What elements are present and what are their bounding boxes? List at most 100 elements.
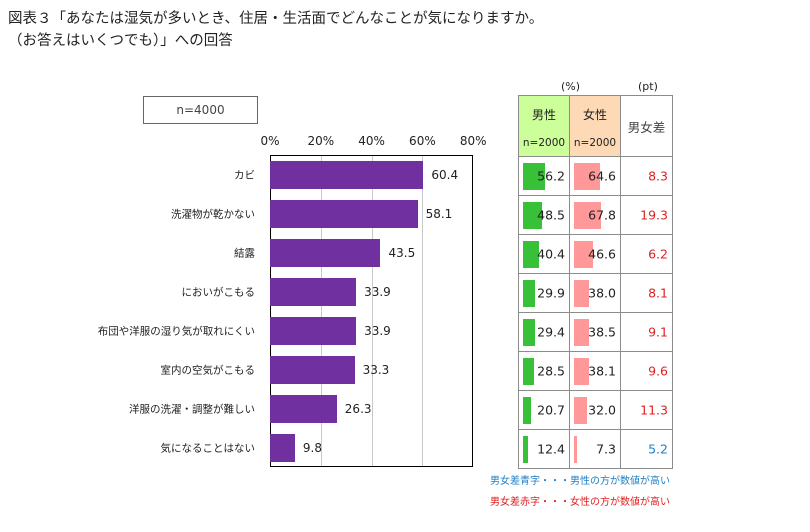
gender-table: 男性 n=2000 女性 n=2000 男女差 56.2 64.6 8.3 48.5 6… xyxy=(518,95,673,469)
male-n-label: n=2000 xyxy=(522,137,566,149)
female-cell: 7.3 xyxy=(569,429,621,469)
female-header-label: 女性 xyxy=(582,108,607,122)
category-label: 洗濯物が乾かない xyxy=(171,208,255,220)
female-bar xyxy=(574,319,590,346)
male-value: 12.4 xyxy=(537,441,565,457)
data-label: 58.1 xyxy=(425,206,453,221)
male-bar xyxy=(523,436,528,463)
female-bar xyxy=(574,241,593,268)
table-row: 29.4 38.5 9.1 xyxy=(518,312,673,352)
female-n-label: n=2000 xyxy=(573,137,617,149)
female-value: 64.6 xyxy=(588,168,616,184)
female-cell: 46.6 xyxy=(569,234,621,274)
x-tick-label: 60% xyxy=(409,134,436,148)
male-bar xyxy=(523,280,535,307)
category-label: 室内の空気がこもる xyxy=(160,364,256,376)
female-bar xyxy=(574,397,587,424)
note-red: 男女差赤字・・・女性の方が数値が高い xyxy=(490,497,670,508)
diff-cell: 11.3 xyxy=(620,390,673,430)
female-cell: 38.0 xyxy=(569,273,621,313)
diff-value: 6.2 xyxy=(648,246,668,262)
female-bar xyxy=(574,202,602,229)
table-row: 20.7 32.0 11.3 xyxy=(518,390,673,430)
data-label: 33.3 xyxy=(362,362,390,377)
bar xyxy=(270,355,355,384)
bar xyxy=(270,199,418,228)
female-bar xyxy=(574,358,590,385)
data-label: 43.5 xyxy=(388,245,416,260)
category-label: 洋服の洗濯・調整が難しい xyxy=(129,403,255,415)
female-value: 38.1 xyxy=(588,363,616,379)
female-cell: 67.8 xyxy=(569,195,621,235)
x-tick-label: 20% xyxy=(307,134,335,148)
diff-cell: 9.6 xyxy=(620,351,673,391)
female-cell: 38.5 xyxy=(569,312,621,352)
diff-cell: 8.1 xyxy=(620,273,673,313)
sample-size-box: n=4000 xyxy=(143,96,258,124)
male-cell: 29.9 xyxy=(518,273,570,313)
male-bar xyxy=(523,319,535,346)
male-cell: 48.5 xyxy=(518,195,570,235)
diff-value: 8.3 xyxy=(648,168,668,184)
female-value: 32.0 xyxy=(588,402,616,418)
diff-value: 5.2 xyxy=(648,441,668,457)
table-row: 28.5 38.1 9.6 xyxy=(518,351,673,391)
table-row: 56.2 64.6 8.3 xyxy=(518,156,673,196)
male-value: 40.4 xyxy=(537,246,565,262)
male-cell: 20.7 xyxy=(518,390,570,430)
x-tick-label: 0% xyxy=(260,134,280,148)
data-label: 33.9 xyxy=(364,284,391,299)
female-header: 女性 n=2000 xyxy=(569,95,621,157)
female-value: 7.3 xyxy=(596,441,616,457)
plot-area xyxy=(270,155,473,467)
gridline xyxy=(320,155,322,467)
note-blue: 男女差青字・・・男性の方が数値が高い xyxy=(490,476,670,487)
male-value: 48.5 xyxy=(537,207,565,223)
data-label: 26.3 xyxy=(344,401,372,416)
female-value: 38.0 xyxy=(588,285,616,301)
female-bar xyxy=(574,280,590,307)
diff-value: 8.1 xyxy=(648,285,668,301)
diff-value: 19.3 xyxy=(640,207,668,223)
table-row: 48.5 67.8 19.3 xyxy=(518,195,673,235)
diff-cell: 9.1 xyxy=(620,312,673,352)
female-value: 38.5 xyxy=(588,324,616,340)
female-value: 46.6 xyxy=(588,246,616,262)
data-label: 33.9 xyxy=(364,323,391,338)
bar xyxy=(270,433,295,462)
male-cell: 12.4 xyxy=(518,429,570,469)
data-label: 60.4 xyxy=(431,167,459,182)
table-row: 29.9 38.0 8.1 xyxy=(518,273,673,313)
female-bar xyxy=(574,436,577,463)
x-tick-label: 80% xyxy=(459,134,487,148)
category-label: においがこもる xyxy=(181,286,256,298)
male-header-label: 男性 xyxy=(531,108,556,122)
male-bar xyxy=(523,397,532,424)
diff-cell: 6.2 xyxy=(620,234,673,274)
bar xyxy=(270,160,424,189)
female-cell: 64.6 xyxy=(569,156,621,196)
male-bar xyxy=(523,202,543,229)
gridline xyxy=(422,155,424,467)
diff-cell: 5.2 xyxy=(620,429,673,469)
diff-cell: 19.3 xyxy=(620,195,673,235)
male-value: 29.4 xyxy=(537,324,565,340)
x-tick-label: 40% xyxy=(358,134,385,148)
unit-percent: (%) xyxy=(561,80,581,93)
male-header: 男性 n=2000 xyxy=(518,95,570,157)
category-label: 結露 xyxy=(234,247,255,259)
diff-header: 男女差 xyxy=(620,95,673,157)
male-cell: 56.2 xyxy=(518,156,570,196)
chart-title: 図表３「あなたは湿気が多いとき、住居・生活面でどんなことが気になりますか。 （お… xyxy=(8,11,544,49)
gridline xyxy=(371,155,373,467)
unit-pt: (pt) xyxy=(638,80,658,93)
category-label: カビ xyxy=(234,169,255,181)
diff-cell: 8.3 xyxy=(620,156,673,196)
male-cell: 29.4 xyxy=(518,312,570,352)
category-label: 布団や洋服の湿り気が取れにくい xyxy=(97,325,255,337)
male-cell: 28.5 xyxy=(518,351,570,391)
male-value: 20.7 xyxy=(537,402,565,418)
male-bar xyxy=(523,163,546,190)
male-bar xyxy=(523,241,540,268)
bar xyxy=(270,316,357,345)
